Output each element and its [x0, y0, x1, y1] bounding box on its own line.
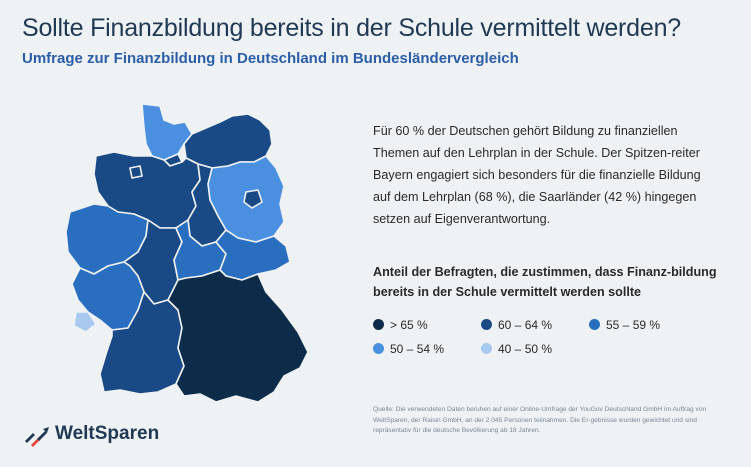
legend-label: 40 – 50 %	[498, 342, 553, 356]
legend-label: > 65 %	[390, 318, 428, 332]
legend-dot	[481, 343, 492, 354]
state-bremen	[129, 165, 143, 179]
legend-item: 50 – 54 %	[373, 342, 444, 356]
legend-item: > 65 %	[373, 318, 428, 332]
brand-name: WeltSparen	[55, 423, 160, 444]
legend-item: 55 – 59 %	[589, 318, 660, 332]
germany-map	[65, 103, 309, 403]
legend-dot	[481, 319, 492, 330]
legend-dot	[373, 319, 384, 330]
page-subtitle: Umfrage zur Finanzbildung in Deutschland…	[22, 50, 519, 67]
legend-label: 55 – 59 %	[606, 318, 661, 332]
legend-dot	[373, 343, 384, 354]
legend-item: 40 – 50 %	[481, 342, 552, 356]
legend-label: 50 – 54 %	[390, 342, 445, 356]
state-berlin	[243, 189, 263, 209]
legend-dot	[589, 319, 600, 330]
page-title: Sollte Finanzbildung bereits in der Schu…	[22, 14, 681, 42]
legend-item: 60 – 64 %	[481, 318, 552, 332]
legend-title: Anteil der Befragten, die zustimmen, das…	[373, 265, 717, 299]
legend-label: 60 – 64 %	[498, 318, 553, 332]
source-note: Quelle: Die verwendeten Daten beruhen au…	[373, 406, 707, 434]
state-bayern	[167, 269, 309, 403]
description-text: Für 60 % der Deutschen gehört Bildung zu…	[373, 124, 701, 226]
state-saarland	[73, 311, 97, 333]
weltsparen-logo-icon	[25, 427, 49, 447]
